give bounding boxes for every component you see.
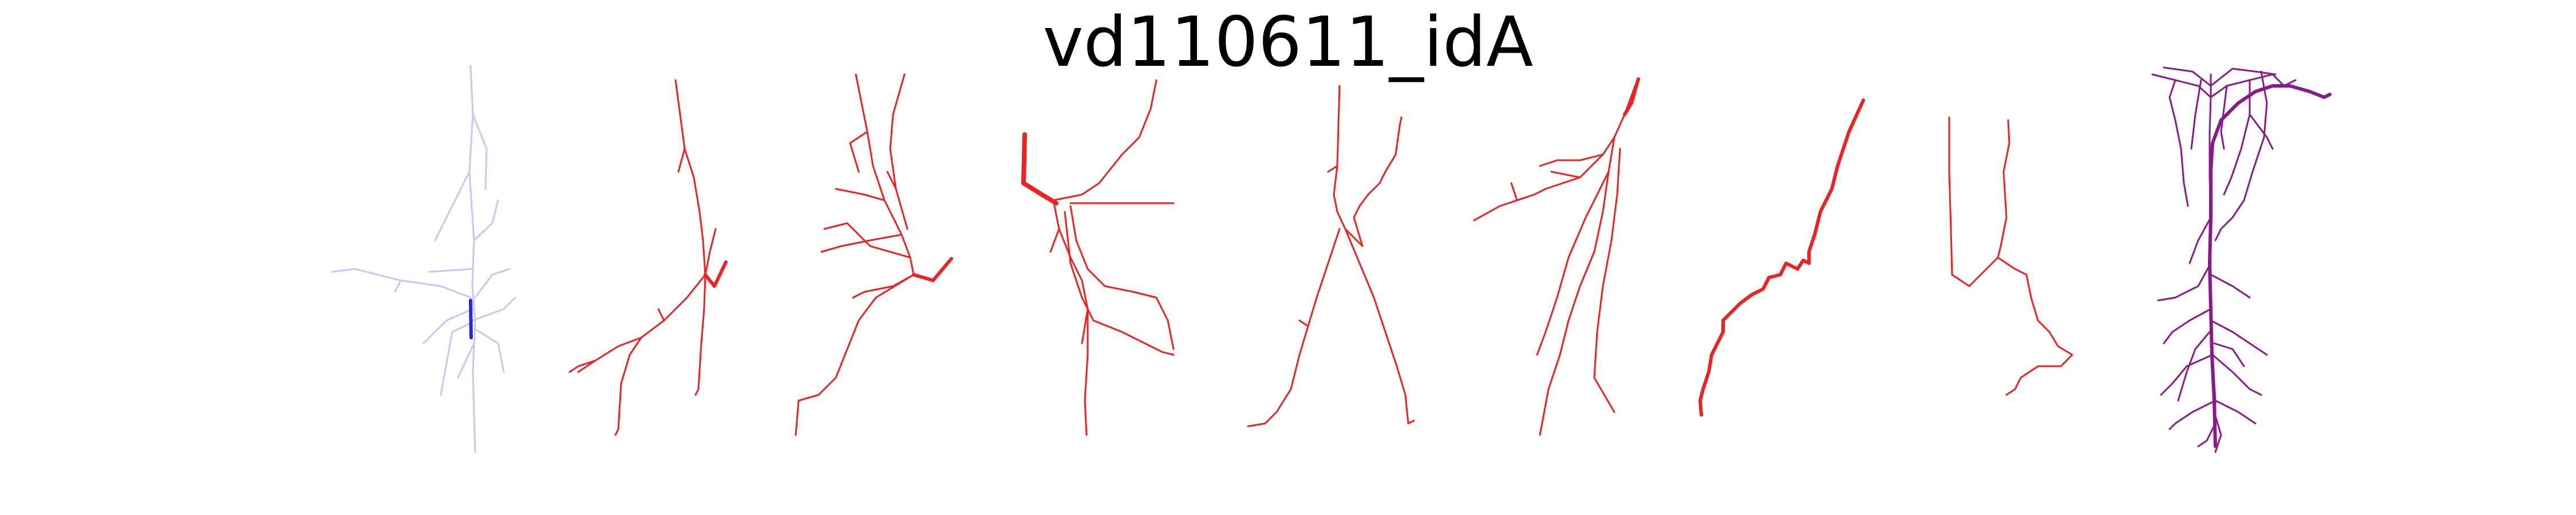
- panel-red-3-neuron: [1049, 79, 1175, 436]
- panel-purple-neuron: [2151, 66, 2297, 453]
- panel-red-3-trunk: [1021, 132, 1058, 205]
- panel-red-1-trunk: [704, 260, 728, 288]
- panel-red-6-neuron: [1698, 98, 1865, 417]
- panel-red-2-trunk: [912, 257, 953, 282]
- panel-red-5-trunk: [1623, 77, 1640, 116]
- panel-red-4-neuron: [1247, 85, 1415, 427]
- panel-red-1-neuron: [568, 79, 717, 436]
- panel-red-7-neuron: [1948, 116, 2073, 396]
- panel-purple-main-trunk: [2208, 84, 2332, 448]
- figure-title: vd110611_idA: [1042, 3, 1534, 82]
- panel-overview-neuron: [331, 65, 516, 453]
- panel-red-5-neuron: [1473, 79, 1638, 436]
- panel-red-2-neuron: [795, 73, 915, 436]
